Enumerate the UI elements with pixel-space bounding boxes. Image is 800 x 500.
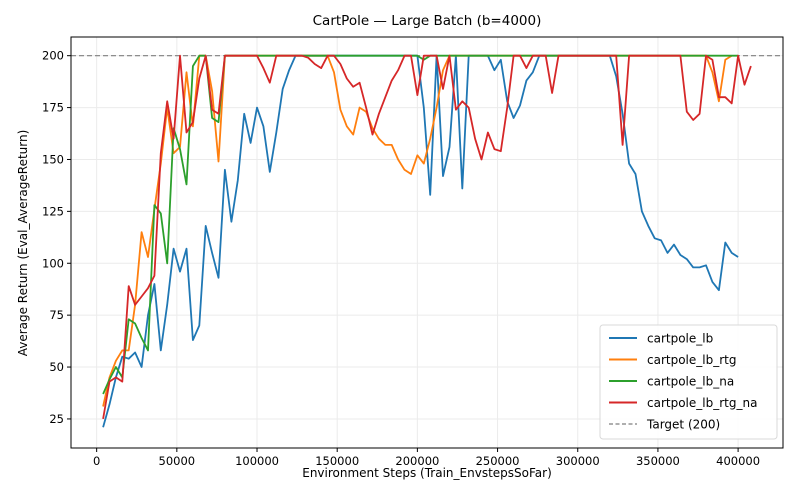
x-tick-label: 150000 [315, 454, 359, 468]
x-tick-label: 100000 [235, 454, 279, 468]
chart-title: CartPole — Large Batch (b=4000) [313, 13, 542, 29]
legend-box [599, 324, 778, 440]
y-tick-label: 125 [42, 204, 64, 218]
y-tick-label: 75 [49, 308, 64, 322]
y-tick-label: 175 [42, 101, 64, 115]
legend-label: Target (200) [646, 418, 720, 432]
x-tick-label: 300000 [556, 454, 600, 468]
x-axis-ticks: 0 50000 100000 150000 200000 250000 300000 3500… [93, 448, 760, 468]
y-axis-ticks: 25 50 75 100 125 150 175 200 [42, 49, 71, 426]
legend-label: cartpole_lb_na [647, 375, 734, 389]
y-tick-label: 25 [49, 412, 64, 426]
x-tick-label: 0 [93, 454, 100, 468]
legend-label: cartpole_lb_rtg_na [647, 396, 757, 410]
legend: cartpole_lb cartpole_lb_rtg cartpole_lb_na… [599, 324, 778, 440]
x-axis-label: Environment Steps (Train_EnvstepsSoFar) [302, 466, 552, 480]
y-tick-label: 50 [49, 360, 64, 374]
plot-frame [70, 36, 784, 449]
y-tick-label: 150 [42, 152, 64, 166]
series-group [102, 54, 752, 428]
legend-label: cartpole_lb_rtg [647, 353, 736, 367]
x-tick-label: 250000 [476, 454, 520, 468]
y-axis-label: Average Return (Eval_AverageReturn) [16, 130, 30, 357]
series-line-cartpole_lb_rtg_na [102, 54, 752, 420]
x-tick-label: 200000 [395, 454, 439, 468]
x-tick-label: 400000 [716, 454, 760, 468]
y-tick-label: 200 [42, 49, 64, 63]
legend-label: cartpole_lb [647, 332, 713, 346]
y-tick-label: 100 [42, 256, 64, 270]
x-tick-label: 350000 [636, 454, 680, 468]
series-line-cartpole_lb_rtg [102, 54, 733, 407]
x-tick-label: 50000 [159, 454, 196, 468]
